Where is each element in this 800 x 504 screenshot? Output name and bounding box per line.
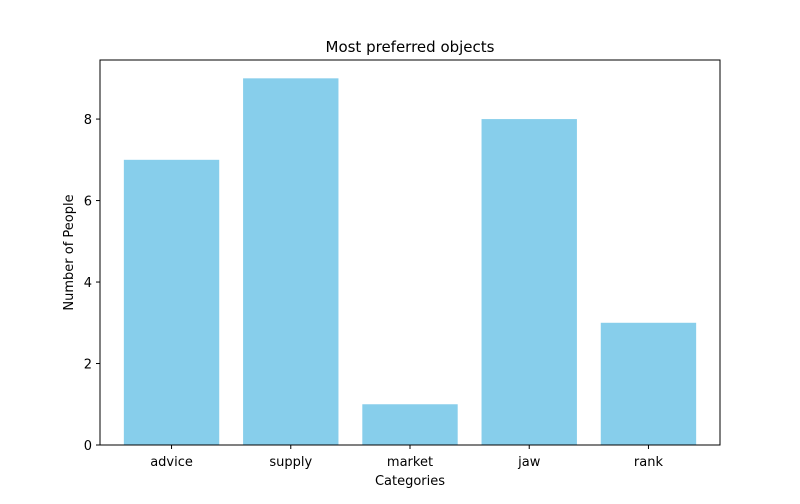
bar-jaw [481, 119, 577, 446]
bar-market [362, 404, 458, 445]
bar-advice [123, 159, 220, 445]
plot-frame [99, 59, 721, 446]
x-tick-label: market [387, 455, 433, 470]
x-tick-label: supply [269, 455, 312, 470]
bar-rank [600, 322, 697, 445]
x-tick-label: jaw [517, 455, 541, 470]
y-tick-label: 0 [84, 439, 92, 454]
y-tick-label: 4 [84, 276, 92, 291]
y-axis-label: Number of People [62, 194, 77, 310]
bar-supply [243, 78, 339, 445]
x-axis-ticks: advice supply market jaw rank [150, 445, 663, 470]
chart-title: Most preferred objects [326, 38, 495, 56]
x-tick-label: advice [150, 455, 193, 470]
y-tick-label: 8 [84, 113, 92, 128]
x-axis-label: Categories [375, 474, 445, 489]
bars-layer [123, 78, 697, 446]
y-axis-ticks: 0 2 4 6 8 [84, 113, 100, 454]
y-tick-label: 6 [84, 195, 92, 210]
x-tick-label: rank [634, 455, 664, 470]
y-tick-label: 2 [84, 358, 92, 373]
